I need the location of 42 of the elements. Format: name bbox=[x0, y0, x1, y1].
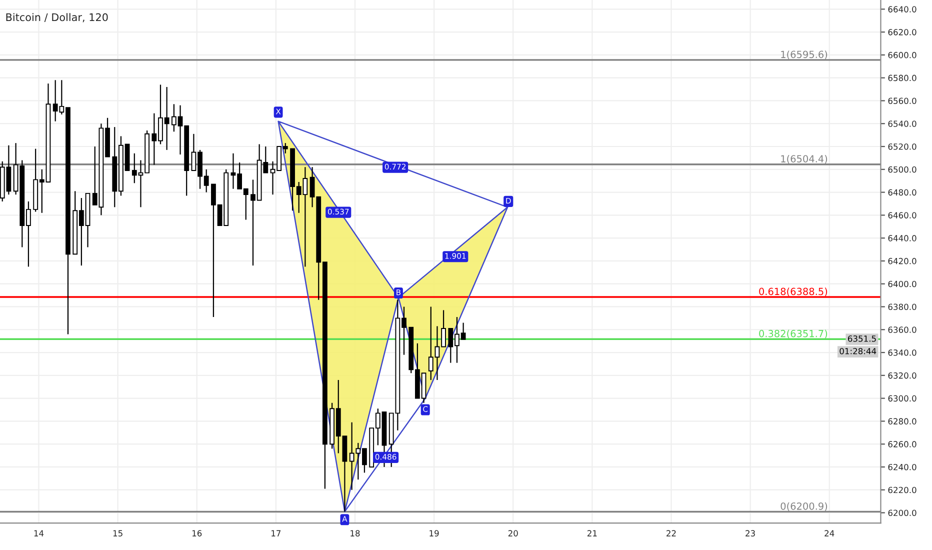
y-tick-label: 6480.0 bbox=[888, 189, 916, 196]
y-tick-label: 6200.0 bbox=[888, 510, 916, 516]
ref-line-label: 0(6200.9) bbox=[780, 502, 828, 511]
ref-line-label: 1(6595.6) bbox=[781, 50, 828, 60]
annotation: 6351.5 bbox=[848, 335, 876, 342]
x-tick-label: 24 bbox=[824, 530, 834, 536]
y-tick-label: 6340.0 bbox=[888, 349, 916, 356]
y-tick-label: 6240.0 bbox=[888, 464, 916, 470]
y-tick-label: 6300.0 bbox=[888, 395, 916, 402]
y-tick-label: 6580.0 bbox=[888, 74, 916, 82]
y-tick-label: 6640.0 bbox=[888, 6, 916, 12]
y-tick-label: 6620.0 bbox=[888, 29, 916, 36]
x-tick-label: 14 bbox=[34, 530, 44, 536]
y-tick-label: 6220.0 bbox=[888, 486, 916, 494]
x-tick-label: 19 bbox=[430, 530, 439, 536]
x-tick-label: 16 bbox=[192, 530, 202, 536]
y-tick-label: 6500.0 bbox=[888, 166, 916, 173]
ref-line-label: 0.382(6351.7) bbox=[759, 330, 828, 338]
y-tick-label: 6420.0 bbox=[888, 258, 916, 264]
text: Bitcoin / Dollar, 120 bbox=[6, 13, 108, 22]
x-tick-label: 23 bbox=[746, 530, 755, 536]
y-tick-label: 6600.0 bbox=[888, 52, 916, 58]
x-tick-label: 22 bbox=[666, 530, 676, 536]
y-tick-label: 6380.0 bbox=[888, 304, 916, 310]
ref-line-label: 0.618(6388.5) bbox=[759, 288, 828, 296]
ref-line-label: 1(6504.4) bbox=[781, 154, 828, 164]
y-tick-label: 6520.0 bbox=[888, 143, 916, 150]
y-tick-label: 6400.0 bbox=[888, 280, 916, 288]
annotation: 01:28:44 bbox=[840, 348, 876, 354]
x-tick-label: 17 bbox=[272, 530, 281, 536]
x-tick-label: 21 bbox=[587, 530, 597, 536]
y-tick-label: 6560.0 bbox=[888, 98, 916, 104]
y-tick-label: 6360.0 bbox=[888, 326, 916, 333]
x-tick-label: 20 bbox=[508, 530, 518, 536]
y-tick-label: 6540.0 bbox=[888, 120, 916, 127]
x-tick-label: 18 bbox=[350, 530, 360, 536]
y-tick-label: 6280.0 bbox=[888, 418, 916, 424]
y-tick-label: 6460.0 bbox=[888, 212, 916, 218]
y-tick-label: 6320.0 bbox=[888, 372, 916, 379]
y-tick-label: 6260.0 bbox=[888, 441, 916, 448]
x-tick-label: 15 bbox=[113, 530, 122, 536]
y-tick-label: 6440.0 bbox=[888, 235, 916, 242]
